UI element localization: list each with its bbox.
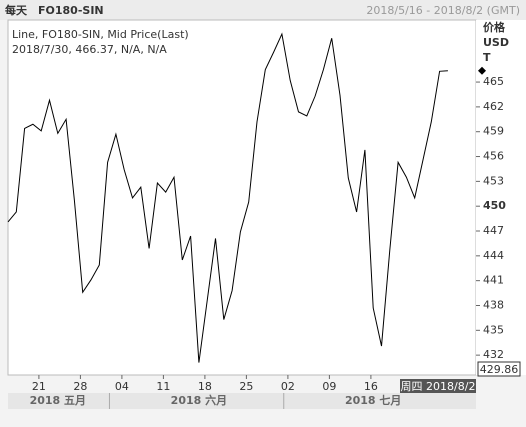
y-tick-label: 459 xyxy=(483,125,504,138)
month-label: 2018 五月 xyxy=(30,394,86,407)
x-tick-label: 16 xyxy=(364,380,378,393)
period: 每天 xyxy=(5,3,28,17)
x-tick-label: 11 xyxy=(156,380,170,393)
y-axis-label: USD xyxy=(483,36,509,49)
x-tick-label: 09 xyxy=(322,380,336,393)
x-tick-label: 02 xyxy=(281,380,295,393)
y-tick-label: 444 xyxy=(483,249,504,262)
chart-title: FO180-SIN xyxy=(38,4,104,17)
x-tick-label: 25 xyxy=(239,380,253,393)
crosshair-box xyxy=(400,379,476,393)
y-axis-panel xyxy=(476,20,526,375)
x-tick-label: 28 xyxy=(73,380,87,393)
y-tick-label: 462 xyxy=(483,100,504,113)
price-box xyxy=(477,361,521,377)
legend-line: Line, FO180-SIN, Mid Price(Last) xyxy=(12,28,189,41)
y-tick-label: 441 xyxy=(483,274,504,287)
header-bar xyxy=(0,0,526,20)
month-label: 2018 七月 xyxy=(345,393,401,407)
y-tick-label: 432 xyxy=(483,348,504,361)
y-tick-label: 456 xyxy=(483,150,504,163)
y-tick-label: 438 xyxy=(483,298,504,311)
date-range: 2018/5/16 - 2018/8/2 (GMT) xyxy=(366,4,520,17)
price-line xyxy=(7,32,448,363)
y-axis-label: T xyxy=(483,51,491,64)
month-label: 2018 六月 xyxy=(171,393,227,407)
y-tick-label: 447 xyxy=(483,224,504,237)
month-bar xyxy=(8,393,476,409)
legend-line: 2018/7/30, 466.37, N/A, N/A xyxy=(12,43,167,56)
y-tick-label: 465 xyxy=(483,75,504,88)
price-label: 429.86 xyxy=(480,363,519,376)
x-tick-label: 18 xyxy=(198,380,212,393)
crosshair-label: 周四 2018/8/2 xyxy=(401,380,476,393)
y-tick-label: 453 xyxy=(483,174,504,187)
x-tick-label: 21 xyxy=(32,380,46,393)
y-tick-label: 450 xyxy=(483,199,506,212)
y-axis-label: 价格 xyxy=(483,20,506,34)
x-tick-label: 04 xyxy=(115,380,129,393)
last-value-marker xyxy=(478,66,486,75)
plot-area xyxy=(7,19,477,376)
y-tick-label: 435 xyxy=(483,323,504,336)
